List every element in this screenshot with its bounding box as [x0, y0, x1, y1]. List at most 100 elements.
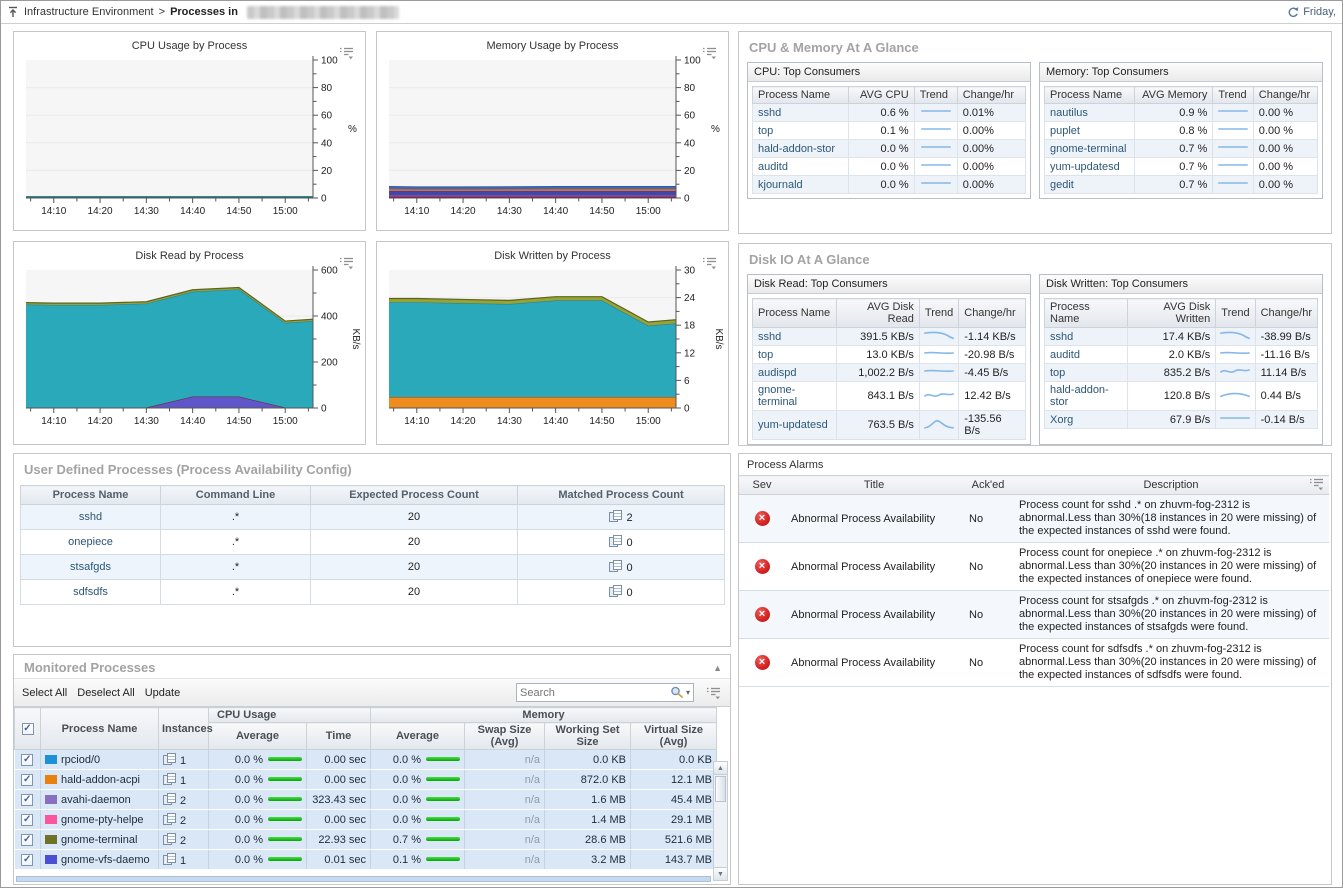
- scroll-down-button[interactable]: ▼: [714, 867, 727, 880]
- scroll-up-button[interactable]: ▲: [714, 762, 727, 775]
- column-header[interactable]: Change/hr: [956, 86, 1027, 104]
- process-name-cell[interactable]: auditd: [1044, 345, 1128, 364]
- column-header[interactable]: Process Name: [751, 298, 838, 328]
- row-checkbox[interactable]: ✓: [21, 854, 34, 866]
- horizontal-scrollbar[interactable]: [16, 876, 711, 882]
- process-name-cell[interactable]: sshd: [1044, 327, 1128, 346]
- row-checkbox[interactable]: ✓: [21, 754, 34, 766]
- process-name-cell[interactable]: top: [1044, 363, 1128, 382]
- process-name-cell[interactable]: hald-addon-stor: [751, 139, 850, 158]
- process-name-cell[interactable]: gnome-terminal: [751, 381, 838, 411]
- column-header[interactable]: Process Name: [40, 707, 159, 750]
- process-name-cell[interactable]: yum-updatesd: [751, 410, 838, 440]
- process-name-cell[interactable]: kjournald: [751, 175, 850, 194]
- scrollbar-thumb[interactable]: [715, 776, 726, 802]
- critical-alarm-icon[interactable]: ×: [754, 559, 770, 574]
- process-name-cell[interactable]: top: [751, 345, 838, 364]
- column-header[interactable]: Ack'ed: [963, 475, 1013, 495]
- select-all-button[interactable]: Select All: [22, 686, 68, 699]
- process-name-cell[interactable]: nautilus: [1044, 103, 1135, 122]
- chart-menu-icon[interactable]: [702, 46, 718, 60]
- column-header[interactable]: Description: [1013, 475, 1329, 495]
- column-header[interactable]: Process Name: [1044, 86, 1135, 104]
- process-name-cell[interactable]: gnome-terminal: [1044, 139, 1135, 158]
- process-name-cell[interactable]: yum-updatesd: [1044, 157, 1135, 176]
- column-header[interactable]: Virtual Size (Avg): [630, 722, 718, 750]
- column-header[interactable]: Expected Process Count: [310, 485, 518, 505]
- table-menu-icon[interactable]: [1309, 477, 1325, 491]
- column-header[interactable]: Process Name: [1044, 298, 1128, 328]
- critical-alarm-icon[interactable]: ×: [754, 607, 770, 622]
- column-header[interactable]: Time: [305, 722, 372, 750]
- row-checkbox[interactable]: ✓: [21, 814, 34, 826]
- process-name-cell[interactable]: puplet: [1044, 121, 1135, 140]
- column-header[interactable]: AVG Disk Read: [836, 298, 920, 328]
- row-checkbox[interactable]: ✓: [21, 794, 34, 806]
- process-name-cell[interactable]: sshd: [751, 103, 850, 122]
- column-header[interactable]: Command Line: [160, 485, 311, 505]
- process-name-cell[interactable]: top: [751, 121, 850, 140]
- chart-menu-icon[interactable]: [702, 256, 718, 270]
- process-name-link[interactable]: sshd: [20, 504, 161, 530]
- column-header[interactable]: Process Name: [751, 86, 850, 104]
- column-header[interactable]: Trend: [1215, 298, 1256, 328]
- time-range[interactable]: Friday,: [1286, 6, 1336, 19]
- column-header[interactable]: Change/hr: [1254, 298, 1319, 328]
- table-menu-icon[interactable]: [706, 686, 722, 700]
- column-header[interactable]: Trend: [918, 298, 960, 328]
- swap-size-cell: n/a: [464, 749, 546, 770]
- deselect-all-button[interactable]: Deselect All: [77, 686, 135, 699]
- select-all-checkbox[interactable]: ✓: [21, 723, 34, 735]
- column-header[interactable]: AVG Disk Written: [1126, 298, 1217, 328]
- column-header[interactable]: Swap Size (Avg): [464, 722, 546, 750]
- table-row: gnome-terminal 0.7 % 0.00 %: [1044, 139, 1319, 158]
- column-header[interactable]: Process Name: [20, 485, 161, 505]
- process-name-cell[interactable]: sshd: [751, 327, 838, 346]
- process-name-link[interactable]: stsafgds: [20, 554, 161, 580]
- matched-count-cell[interactable]: 0: [517, 579, 725, 605]
- column-header[interactable]: Average: [208, 722, 307, 750]
- vertical-scrollbar[interactable]: ▲ ▼: [713, 761, 728, 881]
- process-name-link[interactable]: onepiece: [20, 529, 161, 555]
- collapse-icon[interactable]: ▲: [713, 662, 722, 673]
- search-input[interactable]: [520, 686, 670, 699]
- update-button[interactable]: Update: [144, 686, 181, 699]
- level-up-icon[interactable]: [7, 6, 19, 18]
- scrollbar-thumb[interactable]: [16, 876, 711, 882]
- column-header[interactable]: Instances: [158, 707, 213, 750]
- table-row: top 835.2 B/s 11.14 B/s: [1044, 363, 1319, 382]
- column-header[interactable]: Trend: [913, 86, 958, 104]
- column-header[interactable]: Title: [785, 475, 963, 495]
- process-name-cell[interactable]: Xorg: [1044, 410, 1128, 429]
- process-name-cell[interactable]: hald-addon-stor: [1044, 381, 1128, 411]
- column-header[interactable]: Sev: [739, 475, 785, 495]
- column-header[interactable]: Change/hr: [1252, 86, 1319, 104]
- chart-menu-icon[interactable]: [339, 256, 355, 270]
- column-header[interactable]: AVG Memory: [1133, 86, 1214, 104]
- column-header[interactable]: AVG CPU: [848, 86, 915, 104]
- monitored-process-row: ✓ gnome-pty-helpe 2 0.0 % 0.00 sec 0.0 % n/a 1.…: [14, 809, 718, 830]
- process-name-cell[interactable]: auditd: [751, 157, 850, 176]
- matched-count-cell[interactable]: 2: [517, 504, 725, 530]
- section-title: User Defined Processes (Process Availabi…: [24, 462, 352, 477]
- search-icon[interactable]: [670, 686, 684, 699]
- matched-count-cell[interactable]: 0: [517, 529, 725, 555]
- critical-alarm-icon[interactable]: ×: [754, 655, 770, 670]
- column-header[interactable]: Working Set Size: [544, 722, 632, 750]
- subpanel-title: Disk Read: Top Consumers: [748, 275, 1030, 294]
- column-header[interactable]: Average: [370, 722, 466, 750]
- search-dropdown-icon[interactable]: ▾: [685, 688, 690, 697]
- column-header[interactable]: Matched Process Count: [517, 485, 725, 505]
- row-checkbox[interactable]: ✓: [21, 774, 34, 786]
- critical-alarm-icon[interactable]: ×: [754, 511, 770, 526]
- process-name-link[interactable]: sdfsdfs: [20, 579, 161, 605]
- matched-count-cell[interactable]: 0: [517, 554, 725, 580]
- process-name-cell[interactable]: gedit: [1044, 175, 1135, 194]
- column-header[interactable]: Trend: [1212, 86, 1254, 104]
- row-checkbox[interactable]: ✓: [21, 834, 34, 846]
- chart-menu-icon[interactable]: [339, 46, 355, 60]
- trend-cell: [918, 363, 960, 382]
- breadcrumb-root[interactable]: Infrastructure Environment: [24, 6, 154, 18]
- process-name-cell[interactable]: audispd: [751, 363, 838, 382]
- column-header[interactable]: Change/hr: [958, 298, 1026, 328]
